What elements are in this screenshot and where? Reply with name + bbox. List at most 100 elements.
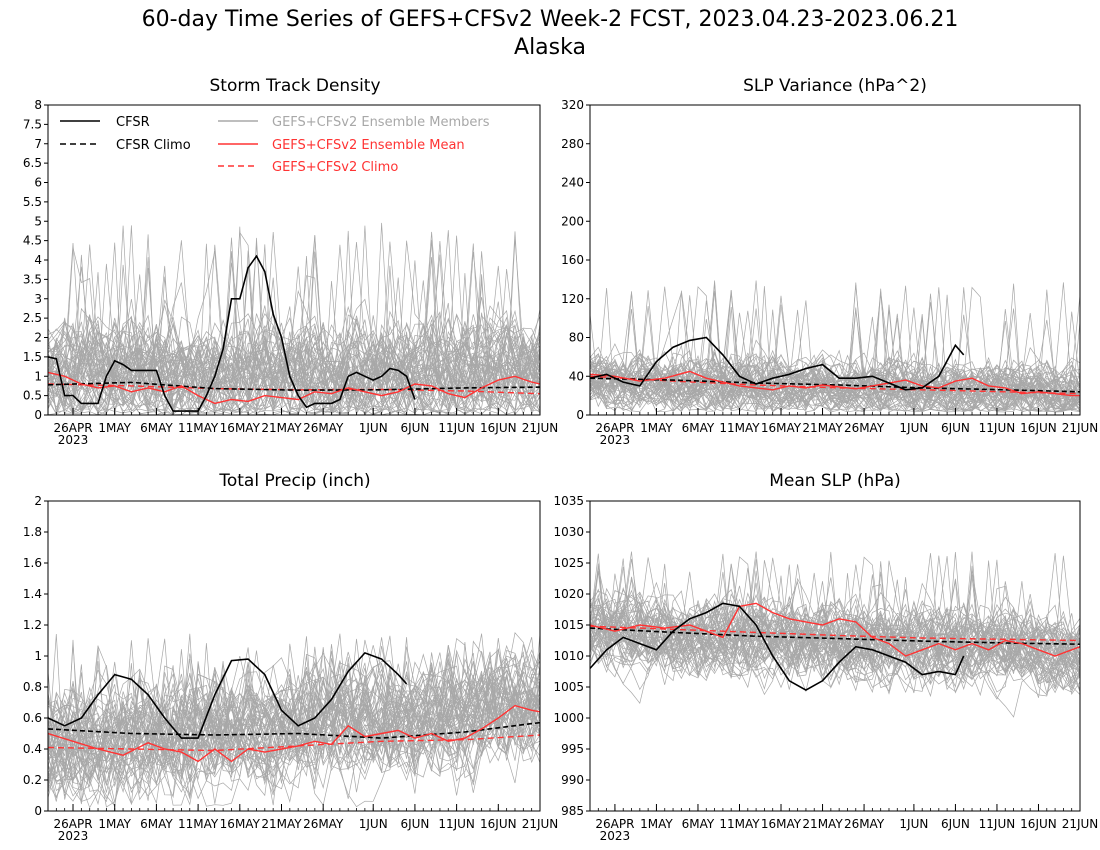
ensemble-member-line — [590, 304, 1080, 413]
x-tick-label: 26APR — [595, 817, 634, 831]
x-tick-label: 26APR — [595, 421, 634, 435]
ensemble-member-line — [48, 257, 540, 415]
ensemble-member-line — [590, 559, 1080, 689]
x-tick-label: 21MAY — [261, 421, 302, 435]
x-tick-label: 11MAY — [719, 817, 760, 831]
y-tick-label: 240 — [561, 176, 584, 190]
ensemble-member-line — [48, 644, 540, 775]
ensemble-member-line — [590, 555, 1080, 676]
ensemble-member-line — [590, 286, 1080, 412]
y-tick-label: 0 — [34, 804, 42, 818]
x-tick-label: 26MAY — [303, 421, 344, 435]
ensemble-member-line — [590, 310, 1080, 413]
ensemble-members — [590, 551, 1080, 718]
ensemble-member-line — [48, 315, 540, 415]
ensemble-member-line — [590, 287, 1080, 413]
ensemble-member-line — [590, 290, 1080, 413]
legend-label-ensemble-mean: GEFS+CFSv2 Ensemble Mean — [272, 138, 465, 153]
ensemble-member-line — [48, 316, 540, 415]
y-tick-label: 1.8 — [23, 525, 42, 539]
ensemble-member-line — [590, 573, 1080, 692]
y-tick-label: 7 — [34, 137, 42, 151]
y-tick-label: 0 — [576, 408, 584, 422]
x-tick-label: 21JUN — [522, 421, 559, 435]
y-tick-label: 1.4 — [23, 587, 42, 601]
x-tick-label: 6MAY — [682, 817, 715, 831]
x-tick-label: 1MAY — [98, 817, 131, 831]
ensemble-member-line — [48, 230, 540, 415]
y-tick-label: 2.5 — [23, 311, 42, 325]
x-tick-label: 6JUN — [400, 421, 429, 435]
panel-storm-track-density: Storm Track Density 0 0.5 1 1.5 2 2.5 3 3.5 4 4.5… — [23, 76, 558, 447]
cfsr-line — [48, 254, 416, 412]
y-tick-label: 6 — [34, 176, 42, 190]
y-tick-label: 0.6 — [23, 711, 42, 725]
y-tick-label: 160 — [561, 253, 584, 267]
x-tick-label: 6MAY — [140, 421, 173, 435]
ensemble-member-line — [590, 293, 1080, 411]
y-tick-label: 995 — [561, 742, 584, 756]
legend-label-members: GEFS+CFSv2 Ensemble Members — [272, 115, 490, 130]
cfsr-climo-line — [590, 377, 1080, 393]
x-tick-label: 6MAY — [140, 817, 173, 831]
ensemble-member-line — [590, 573, 1080, 676]
ensemble-member-line — [590, 566, 1080, 676]
y-tick-label: 6.5 — [23, 156, 42, 170]
y-tick-label: 2 — [34, 494, 42, 508]
ensemble-member-line — [48, 660, 540, 786]
x-tick-label: 16JUN — [1020, 421, 1057, 435]
ensemble-member-line — [590, 556, 1080, 693]
x-tick-label: 16JUN — [480, 421, 517, 435]
x-tick-label: 1JUN — [899, 817, 928, 831]
x-tick-label: 11JUN — [438, 817, 475, 831]
x-tick-label: 21MAY — [261, 817, 302, 831]
x-tick-label: 1MAY — [98, 421, 131, 435]
ensemble-mean-line — [590, 370, 1080, 397]
ensemble-member-line — [48, 633, 540, 787]
legend-label-cfsr-climo: CFSR Climo — [116, 138, 191, 153]
x-tick-sublabel: 2023 — [58, 433, 89, 447]
ensemble-member-line — [48, 643, 540, 806]
x-tick-sublabel: 2023 — [58, 829, 89, 843]
y-tick-label: 1.6 — [23, 556, 42, 570]
ensemble-member-line — [48, 647, 540, 808]
y-tick-label: 1 — [34, 649, 42, 663]
y-tick-label: 2 — [34, 331, 42, 345]
ensemble-member-line — [48, 244, 540, 415]
y-tick-label: 1.5 — [23, 350, 42, 364]
y-tick-label: 1020 — [553, 587, 584, 601]
y-tick-label: 7.5 — [23, 117, 42, 131]
x-tick-label: 16MAY — [220, 817, 261, 831]
ensemble-member-line — [48, 231, 540, 415]
y-tick-label: 4 — [34, 253, 42, 267]
x-tick-label: 6JUN — [941, 421, 970, 435]
ensemble-member-line — [590, 563, 1080, 691]
y-tick-label: 4.5 — [23, 234, 42, 248]
y-tick-label: 3 — [34, 292, 42, 306]
cfsr-climo-line — [590, 627, 1080, 645]
x-tick-label: 26MAY — [844, 817, 885, 831]
y-tick-label: 8 — [34, 98, 42, 112]
ensemble-member-line — [590, 553, 1080, 657]
y-tick-label: 80 — [569, 331, 584, 345]
x-tick-label: 26APR — [53, 817, 92, 831]
x-tick-label: 11MAY — [719, 421, 760, 435]
ensemble-member-line — [48, 277, 540, 415]
x-tick-label: 16JUN — [480, 817, 517, 831]
ensemble-member-line — [48, 321, 540, 414]
x-tick-label: 1MAY — [640, 421, 673, 435]
cfsr-line — [590, 602, 965, 692]
ensemble-member-line — [590, 551, 1080, 690]
x-tick-label: 26APR — [53, 421, 92, 435]
ensemble-member-line — [48, 646, 540, 801]
ensemble-member-line — [48, 244, 540, 411]
ensemble-member-line — [48, 237, 540, 413]
ensemble-members — [48, 632, 540, 809]
x-tick-label: 16JUN — [1020, 817, 1057, 831]
panel-mean-slp: Mean SLP (hPa) 985 990 995 1000 1005 1010 1015… — [553, 471, 1098, 843]
y-tick-label: 120 — [561, 292, 584, 306]
ensemble-member-line — [48, 637, 540, 775]
ensemble-member-line — [48, 678, 540, 806]
ensemble-member-line — [590, 285, 1080, 413]
x-tick-label: 11MAY — [178, 817, 219, 831]
